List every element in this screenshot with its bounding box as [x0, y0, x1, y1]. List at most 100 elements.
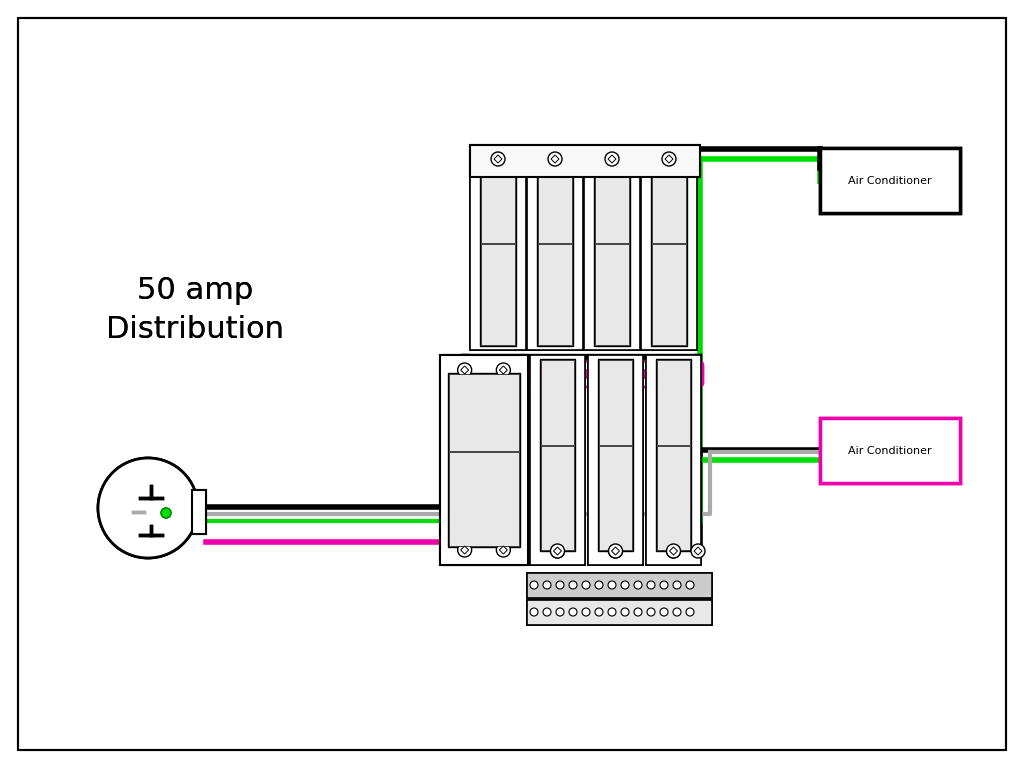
Text: Input
Breaker: Input Breaker — [464, 475, 504, 496]
Bar — [584, 145, 640, 350]
Circle shape — [98, 458, 198, 558]
Circle shape — [608, 544, 623, 558]
Circle shape — [647, 581, 655, 589]
Bar — [657, 360, 690, 445]
Text: Air Conditioner: Air Conditioner — [848, 445, 932, 455]
Circle shape — [605, 152, 618, 166]
Circle shape — [497, 543, 510, 557]
Circle shape — [569, 581, 577, 589]
Circle shape — [634, 581, 642, 589]
Bar — [598, 359, 633, 551]
Bar — [537, 159, 572, 346]
Bar — [595, 160, 629, 243]
Polygon shape — [461, 546, 469, 554]
Polygon shape — [611, 547, 620, 555]
Bar — [652, 244, 686, 345]
Bar — [599, 360, 632, 445]
Polygon shape — [554, 547, 561, 555]
Polygon shape — [608, 155, 616, 163]
Bar — [538, 244, 572, 345]
Circle shape — [608, 544, 623, 558]
Circle shape — [556, 581, 564, 589]
Polygon shape — [500, 366, 507, 374]
Bar — [481, 244, 515, 345]
Bar — [481, 160, 515, 243]
Polygon shape — [670, 547, 678, 555]
Circle shape — [662, 152, 676, 166]
Circle shape — [530, 581, 538, 589]
Bar — [820, 418, 961, 483]
Circle shape — [582, 608, 590, 616]
Circle shape — [605, 152, 618, 166]
Bar — [595, 244, 629, 345]
Bar — [820, 148, 961, 213]
Bar — [440, 355, 528, 565]
Bar — [594, 159, 630, 346]
Polygon shape — [554, 547, 561, 555]
Bar — [656, 359, 691, 551]
Circle shape — [673, 608, 681, 616]
Bar — [449, 373, 520, 547]
Bar — [527, 145, 583, 350]
Circle shape — [569, 608, 577, 616]
Circle shape — [667, 544, 681, 558]
Circle shape — [98, 458, 198, 558]
Circle shape — [458, 363, 472, 377]
Circle shape — [660, 608, 668, 616]
Circle shape — [621, 581, 629, 589]
Bar — [595, 244, 629, 345]
Bar — [651, 159, 687, 346]
Polygon shape — [461, 366, 469, 374]
Polygon shape — [611, 547, 620, 555]
Text: Air Conditioner: Air Conditioner — [848, 445, 932, 455]
Polygon shape — [665, 155, 673, 163]
Circle shape — [686, 581, 694, 589]
Bar — [541, 360, 574, 445]
Polygon shape — [670, 547, 678, 555]
Bar — [527, 600, 712, 625]
Polygon shape — [461, 546, 469, 554]
Circle shape — [608, 608, 616, 616]
Bar — [470, 145, 700, 177]
Bar — [480, 159, 516, 346]
Circle shape — [595, 581, 603, 589]
Bar — [646, 355, 701, 565]
Bar — [652, 160, 686, 243]
Circle shape — [161, 508, 171, 518]
Bar — [470, 145, 700, 177]
Polygon shape — [494, 155, 502, 163]
Bar — [641, 145, 697, 350]
Circle shape — [673, 581, 681, 589]
Bar — [652, 160, 686, 243]
Bar — [540, 359, 575, 551]
Circle shape — [551, 544, 564, 558]
Bar — [584, 145, 640, 350]
Circle shape — [608, 608, 616, 616]
Circle shape — [490, 152, 505, 166]
Circle shape — [608, 581, 616, 589]
Circle shape — [634, 608, 642, 616]
Circle shape — [686, 608, 694, 616]
Circle shape — [595, 608, 603, 616]
Circle shape — [548, 152, 562, 166]
Bar — [527, 573, 712, 598]
Circle shape — [497, 543, 510, 557]
Polygon shape — [461, 366, 469, 374]
Circle shape — [161, 508, 171, 518]
Circle shape — [497, 363, 510, 377]
Circle shape — [543, 608, 551, 616]
Text: Air Conditioner: Air Conditioner — [848, 176, 932, 186]
Circle shape — [608, 544, 623, 558]
Bar — [449, 374, 519, 452]
Polygon shape — [670, 547, 678, 555]
Polygon shape — [665, 155, 673, 163]
Circle shape — [490, 152, 505, 166]
Polygon shape — [494, 155, 502, 163]
Circle shape — [551, 544, 564, 558]
Bar — [657, 360, 690, 445]
Circle shape — [667, 544, 681, 558]
Circle shape — [548, 152, 562, 166]
Circle shape — [490, 152, 505, 166]
Circle shape — [458, 363, 472, 377]
Bar — [481, 244, 515, 345]
